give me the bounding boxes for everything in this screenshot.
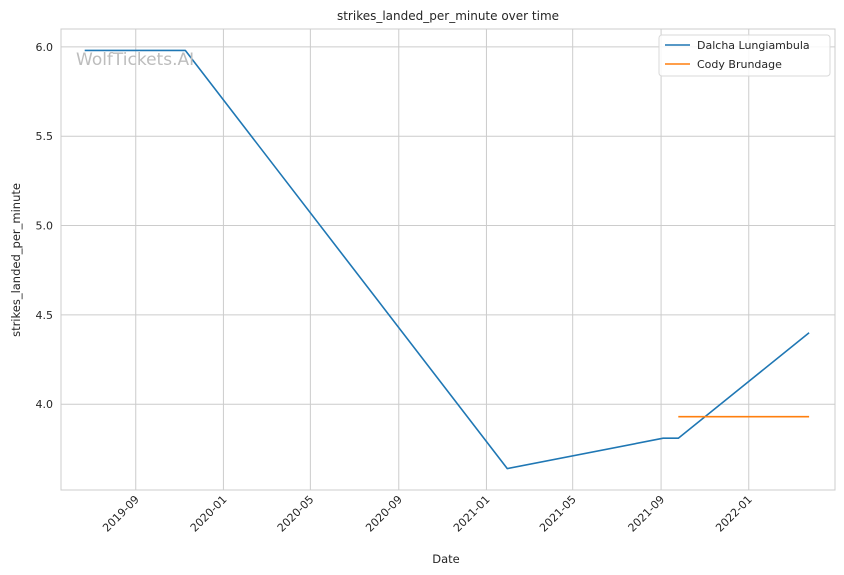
y-tick-label: 4.5 xyxy=(36,309,54,322)
plot-frame xyxy=(60,28,836,491)
plot-area xyxy=(61,29,835,490)
x-axis-label: Date xyxy=(432,552,460,566)
y-tick-label: 5.5 xyxy=(36,130,54,143)
series-line-0 xyxy=(84,49,810,470)
y-tick-label: 5.0 xyxy=(36,220,54,233)
legend: Dalcha Lungiambula Cody Brundage xyxy=(658,34,831,77)
grid-lines xyxy=(61,29,835,490)
legend-label-cody: Cody Brundage xyxy=(697,58,782,71)
watermark: WolfTickets.AI xyxy=(76,50,194,70)
y-axis-label: strikes_landed_per_minute xyxy=(9,183,23,337)
y-tick-label: 4.0 xyxy=(36,398,54,411)
series-lines xyxy=(84,49,810,470)
y-axis-ticks: 4.0 4.5 5.0 5.5 6.0 xyxy=(36,41,54,411)
legend-label-dalcha: Dalcha Lungiambula xyxy=(697,39,810,52)
chart-title: strikes_landed_per_minute over time xyxy=(337,9,559,23)
legend-box xyxy=(658,34,831,77)
y-tick-label: 6.0 xyxy=(36,41,54,54)
